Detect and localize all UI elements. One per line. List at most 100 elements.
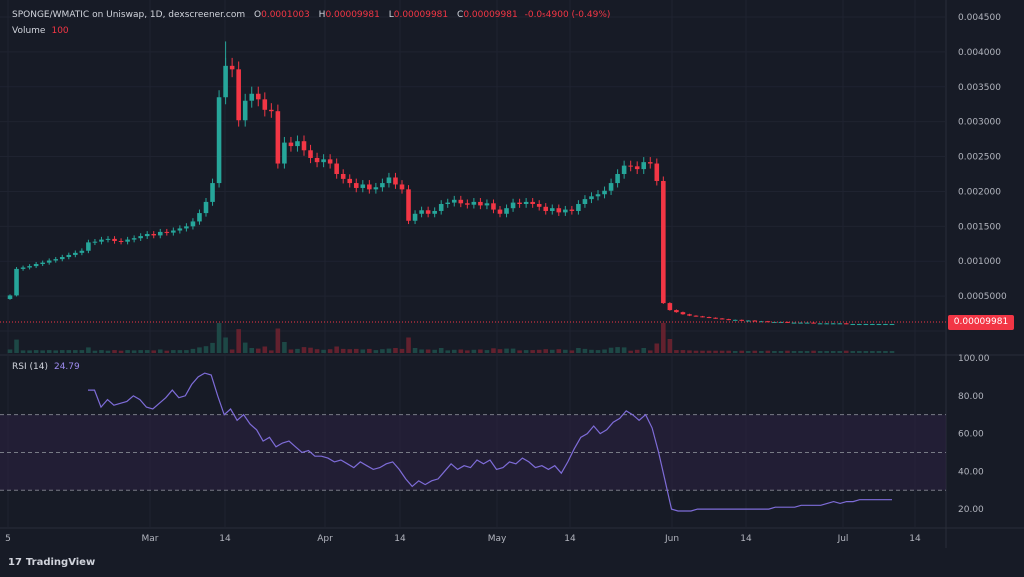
volume-bar: [373, 350, 379, 353]
volume-bar: [563, 349, 568, 353]
volume-bar: [478, 349, 483, 353]
candle-body: [706, 317, 712, 319]
symbol-title[interactable]: SPONGE/WMATIC on Uniswap, 1D, dexscreene…: [12, 10, 246, 20]
volume-bar: [621, 347, 627, 353]
candle-body: [125, 239, 130, 242]
volume-bar: [778, 351, 784, 353]
volume-bar: [543, 349, 549, 353]
low-label: L: [388, 10, 394, 20]
candle-body: [419, 210, 424, 214]
time-tick-label: 14: [394, 534, 406, 544]
volume-bar: [608, 347, 614, 353]
volume-bar: [288, 349, 294, 353]
volume-bar: [144, 350, 150, 353]
volume-bar: [804, 351, 810, 353]
candle-body: [314, 157, 320, 163]
volume-bar: [40, 350, 45, 353]
candle-body: [674, 310, 679, 313]
volume-legend[interactable]: Volume 100: [12, 26, 69, 36]
candle-body: [164, 231, 170, 233]
candle-body: [347, 178, 353, 184]
candle-body: [412, 213, 418, 221]
volume-bar: [706, 350, 712, 353]
volume-bar: [99, 350, 104, 353]
volume-bar: [843, 350, 849, 353]
volume-bar: [66, 350, 72, 353]
candle-body: [647, 162, 653, 164]
volume-bar: [275, 328, 281, 353]
tradingview-brand[interactable]: 17 TradingView: [8, 557, 95, 568]
volume-bar: [125, 350, 130, 353]
candle-body: [59, 257, 65, 260]
candle-body: [7, 295, 13, 299]
volume-bar: [785, 350, 790, 353]
candle-body: [478, 201, 483, 206]
high-label: H: [318, 10, 326, 20]
volume-bar: [504, 348, 509, 353]
volume-bar: [765, 350, 771, 353]
time-tick-label: Apr: [317, 534, 333, 544]
volume-bar: [745, 351, 751, 353]
candle-body: [634, 166, 640, 170]
candle-body: [693, 315, 699, 317]
volume-bar: [321, 349, 326, 353]
candle-body: [288, 142, 294, 147]
candle-body: [406, 189, 411, 221]
rsi-tick-label: 80.00: [958, 392, 984, 402]
time-tick-label: Jul: [837, 534, 849, 544]
rsi-legend[interactable]: RSI (14) 24.79: [12, 362, 80, 372]
rsi-line: [88, 372, 892, 512]
candle-body: [576, 204, 581, 211]
high-value: 0.00009981: [325, 10, 380, 20]
volume-bar: [353, 348, 359, 353]
volume-bar: [876, 351, 882, 353]
volume-bar: [634, 349, 640, 353]
price-tick-label: 0.002500: [958, 153, 1001, 163]
time-tick-label: Jun: [664, 534, 679, 544]
time-tick-label: May: [488, 534, 507, 544]
volume-bar: [380, 349, 385, 353]
volume-bar: [667, 339, 673, 353]
candle-body: [608, 183, 614, 191]
candle-body: [177, 228, 183, 231]
volume-bar: [399, 348, 405, 353]
candle-body: [484, 203, 490, 206]
candle-body: [713, 317, 718, 319]
volume-bar: [164, 350, 170, 353]
volume-bar: [458, 349, 464, 353]
candle-body: [425, 210, 431, 214]
candle-body: [752, 320, 758, 322]
volume-bar: [719, 350, 725, 353]
candle-body: [549, 208, 555, 211]
candle-body: [582, 199, 588, 205]
candle-body: [223, 65, 228, 98]
volume-bar: [700, 350, 705, 353]
candle-body: [445, 202, 451, 205]
volume-bar: [59, 350, 65, 353]
candle-body: [530, 201, 535, 205]
volume-bar: [641, 348, 647, 353]
volume-bar: [360, 349, 366, 353]
candle-body: [249, 93, 255, 101]
candle-body: [334, 163, 339, 174]
candle-body: [569, 209, 575, 211]
candle-body: [458, 199, 464, 204]
volume-bar: [791, 351, 797, 353]
volume-bar: [628, 350, 633, 353]
volume-bar: [249, 348, 255, 353]
volume-bar: [33, 350, 39, 353]
volume-bar: [242, 342, 248, 353]
volume-bar: [661, 323, 666, 353]
volume-bar: [602, 349, 607, 353]
volume-bar: [419, 349, 424, 353]
volume-bar: [171, 350, 176, 353]
volume-bar: [340, 348, 346, 353]
candle-body: [236, 69, 241, 121]
volume-bar: [112, 350, 117, 353]
volume-bar: [739, 350, 745, 353]
volume-bar: [79, 350, 85, 353]
candle-body: [641, 162, 647, 170]
candle-body: [628, 165, 633, 167]
